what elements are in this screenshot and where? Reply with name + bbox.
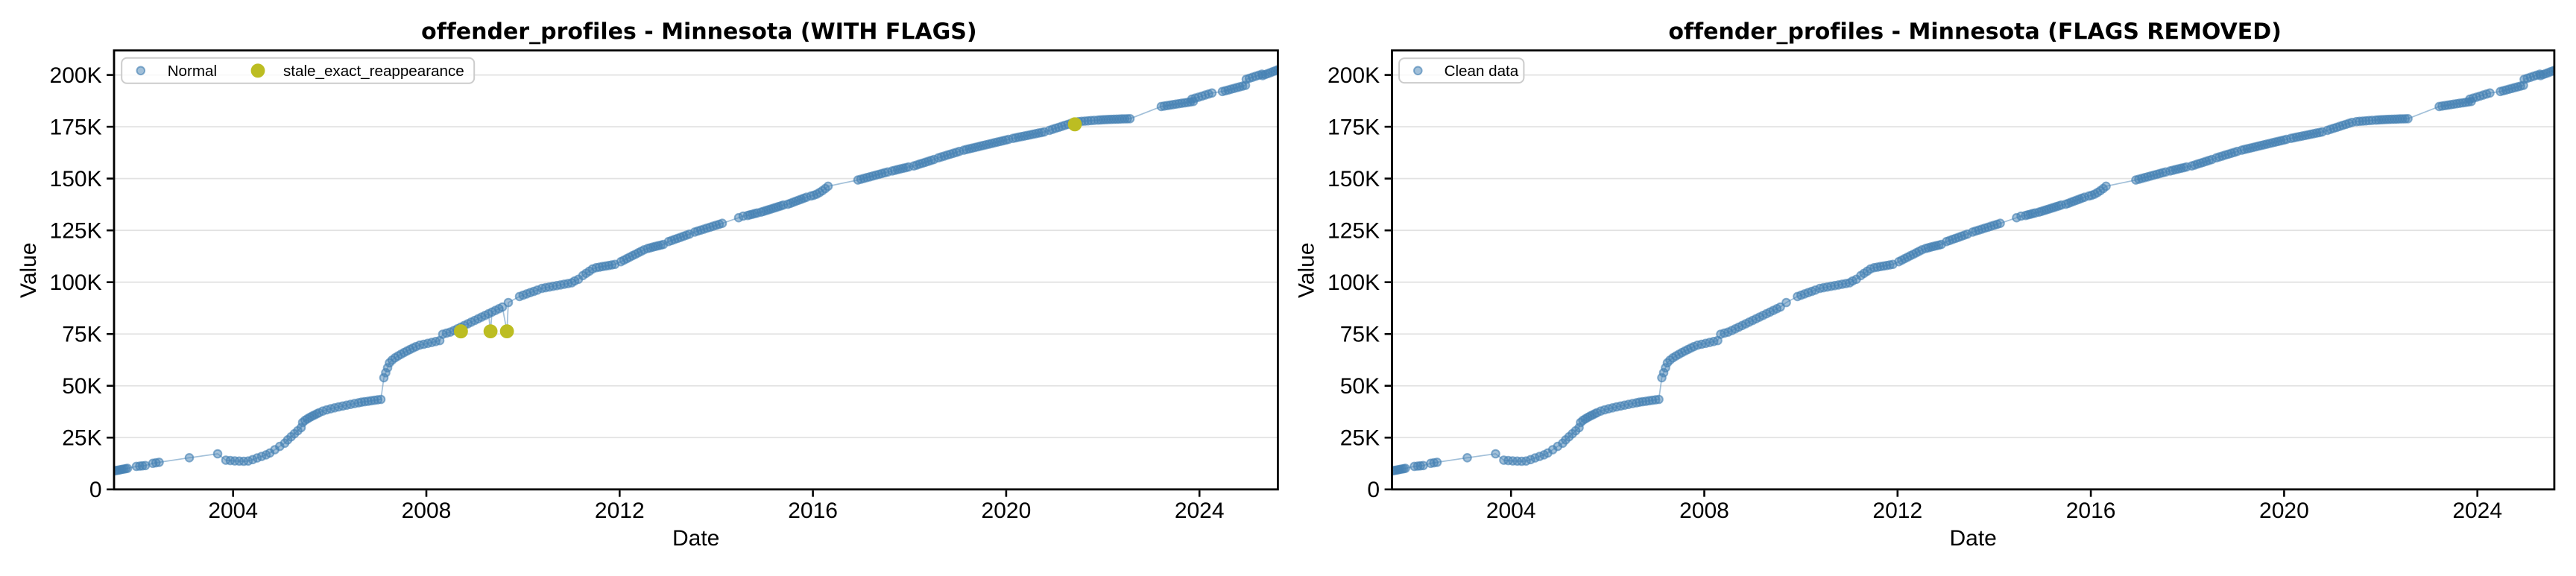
svg-text:75K: 75K [1340,322,1380,346]
svg-text:200K: 200K [50,63,102,88]
svg-text:0: 0 [1367,478,1380,502]
svg-text:50K: 50K [62,374,101,399]
svg-text:150K: 150K [50,167,102,192]
svg-text:125K: 125K [50,218,102,243]
svg-text:2012: 2012 [1872,499,1922,523]
svg-text:75K: 75K [62,322,101,346]
svg-text:175K: 175K [1328,115,1380,139]
svg-text:2020: 2020 [2259,499,2309,523]
svg-text:2008: 2008 [1679,499,1729,523]
svg-text:2016: 2016 [788,499,838,523]
svg-text:stale_exact_reappearance: stale_exact_reappearance [283,63,464,80]
svg-text:200K: 200K [1328,63,1380,88]
svg-text:150K: 150K [1328,167,1380,192]
svg-text:2004: 2004 [1486,499,1536,523]
svg-text:175K: 175K [50,115,102,139]
svg-text:50K: 50K [1340,374,1380,399]
svg-text:25K: 25K [62,425,101,450]
svg-text:25K: 25K [1340,425,1380,450]
svg-text:Date: Date [1950,526,1997,551]
svg-text:2012: 2012 [595,499,645,523]
svg-text:2008: 2008 [402,499,452,523]
svg-text:Value: Value [1295,242,1319,298]
svg-text:125K: 125K [1328,218,1380,243]
svg-text:100K: 100K [50,270,102,295]
svg-text:2024: 2024 [1175,499,1225,523]
svg-text:2020: 2020 [982,499,1032,523]
svg-text:2024: 2024 [2452,499,2502,523]
svg-text:0: 0 [89,478,102,502]
svg-text:Value: Value [16,242,41,298]
svg-text:2016: 2016 [2066,499,2116,523]
svg-text:100K: 100K [1328,270,1380,295]
svg-text:Clean data: Clean data [1445,63,1519,80]
svg-text:2004: 2004 [208,499,258,523]
svg-text:Date: Date [672,526,719,551]
svg-text:Normal: Normal [168,63,217,80]
